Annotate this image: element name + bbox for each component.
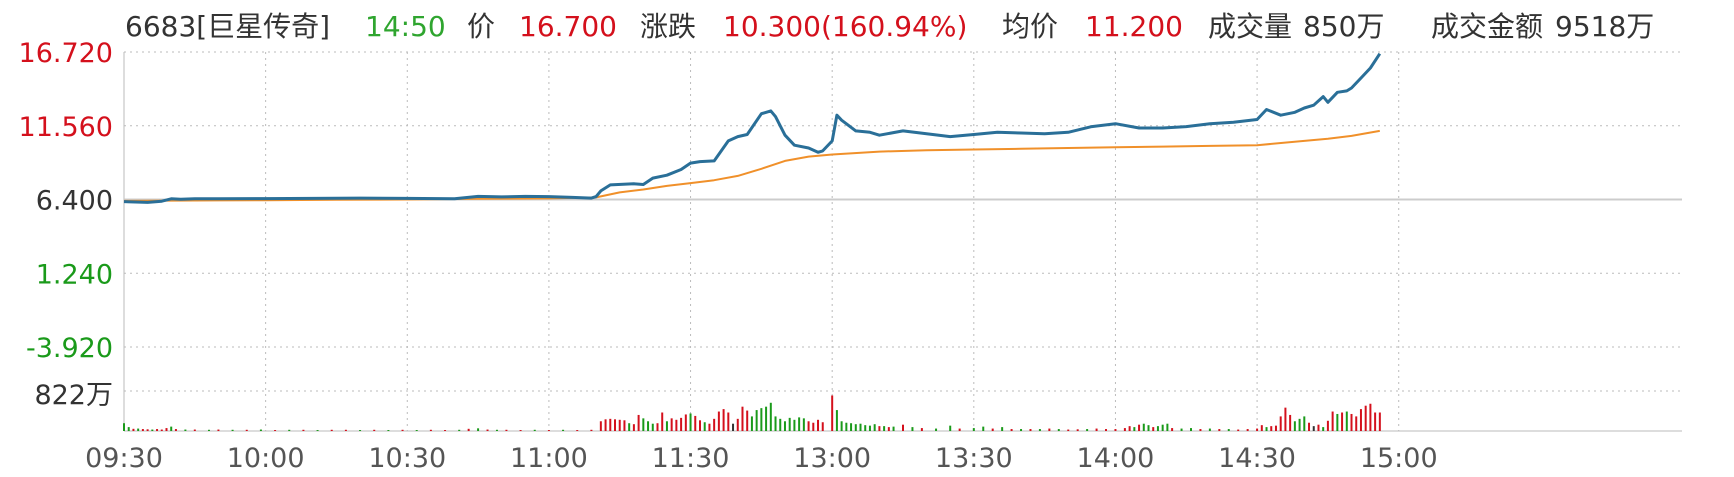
time-axis-labels: 09:30 10:00 10:30 11:00 11:30 13:00 13:30 14:00…: [85, 443, 1438, 474]
price-line: [123, 52, 1382, 204]
stock-code-name: 6683[巨星传奇]: [125, 10, 330, 43]
price-lines: [123, 52, 1382, 204]
quote-header: 6683[巨星传奇] 14:50 价 16.700 涨跌 10.300(160.…: [125, 10, 1654, 43]
volume-label: 成交量: [1208, 10, 1292, 43]
time-tick-label: 13:30: [935, 443, 1013, 474]
price-tick-label: 1.240: [36, 259, 113, 290]
quote-time: 14:50: [365, 10, 446, 43]
time-tick-label: 10:00: [227, 443, 305, 474]
price-axis-labels: 16.720 11.560 6.400 1.240 -3.920: [19, 38, 113, 364]
turnover-value: 9518万: [1555, 10, 1654, 43]
time-tick-label: 13:00: [793, 443, 871, 474]
price-value: 16.700: [519, 10, 617, 43]
change-label: 涨跌: [640, 10, 696, 43]
avg-value: 11.200: [1085, 10, 1183, 43]
avg-label: 均价: [1002, 10, 1058, 43]
price-label: 价: [467, 10, 495, 43]
time-tick-label: 11:00: [510, 443, 588, 474]
time-tick-label: 10:30: [368, 443, 446, 474]
price-tick-label: -3.920: [26, 333, 113, 364]
turnover-label: 成交金额: [1431, 10, 1543, 43]
average-price-line: [123, 129, 1380, 202]
price-tick-label: 11.560: [19, 112, 113, 143]
time-tick-label: 14:30: [1218, 443, 1296, 474]
time-tick-label: 14:00: [1077, 443, 1155, 474]
time-tick-label: 11:30: [652, 443, 730, 474]
time-tick-label: 09:30: [85, 443, 163, 474]
price-tick-label: 6.400: [36, 186, 113, 217]
volume-axis-label: 822万: [34, 380, 113, 411]
volume-bars: [123, 395, 1381, 431]
change-value: 10.300(160.94%): [723, 10, 967, 43]
volume-value: 850万: [1303, 10, 1384, 43]
time-tick-label: 15:00: [1360, 443, 1438, 474]
grid-lines: [123, 51, 1682, 432]
price-tick-label: 16.720: [19, 38, 113, 69]
